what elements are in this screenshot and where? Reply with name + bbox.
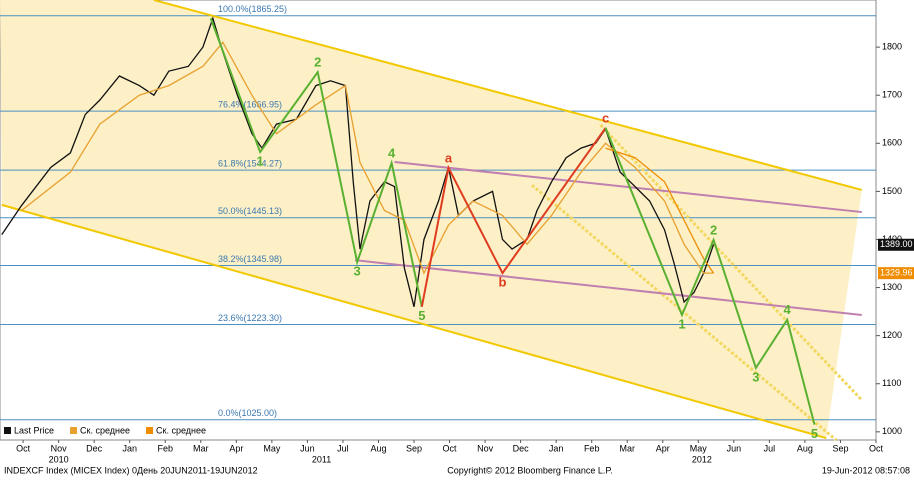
x-tick-label: Jul: [337, 443, 349, 453]
year-label: 2011: [312, 454, 331, 464]
footer-center: Copyright© 2012 Bloomberg Finance L.P.: [447, 465, 613, 475]
x-tick-label: Jul: [764, 443, 776, 453]
x-tick-label: Apr: [656, 443, 670, 453]
wave-label: 4: [784, 302, 792, 317]
price-tag-label: 1329.96: [880, 268, 913, 278]
footer-left: INDEXCF Index (MICEX Index) 0День 20JUN2…: [4, 465, 258, 475]
wave-label: b: [499, 275, 507, 290]
wave-label: a: [445, 150, 453, 165]
channel-line: [153, 0, 863, 191]
series-line: [1, 16, 715, 307]
x-tick-label: Oct: [16, 443, 31, 453]
fib-label: 61.8%(1544.27): [218, 158, 282, 168]
channel-line: [1, 203, 827, 440]
x-tick-label: Oct: [869, 443, 884, 453]
wave-label: 4: [388, 145, 396, 160]
x-tick-label: Dec: [513, 443, 530, 453]
channel-line: [599, 123, 863, 402]
x-tick-label: May: [263, 443, 281, 453]
channel-fill: [0, 0, 862, 439]
x-tick-label: Nov: [477, 443, 494, 453]
x-tick-label: May: [690, 443, 708, 453]
footer-right: 19-Jun-2012 08:57:08: [822, 465, 910, 475]
wave-label: 3: [752, 369, 759, 384]
y-tick-label: 1800: [882, 42, 902, 52]
y-tick-label: 1700: [882, 90, 902, 100]
price-tag-label: 1389.00: [880, 239, 913, 249]
x-tick-label: Apr: [229, 443, 243, 453]
wave-line: [420, 127, 607, 307]
wave-label: 3: [354, 264, 361, 279]
wave-label: 2: [314, 55, 321, 70]
legend-label: Ск. среднее: [80, 425, 130, 435]
x-tick-label: Sep: [406, 443, 422, 453]
x-tick-label: Feb: [584, 443, 600, 453]
y-tick-label: 1000: [882, 426, 902, 436]
x-tick-label: Mar: [193, 443, 209, 453]
fib-label: 100.0%(1865.25): [218, 4, 287, 14]
wave-line: [604, 127, 816, 425]
wave-line: [209, 17, 423, 308]
price-tag: [878, 238, 914, 251]
year-label: 2012: [692, 454, 712, 464]
fib-label: 50.0%(1445.13): [218, 206, 282, 216]
x-tick-label: Jan: [549, 443, 564, 453]
fib-label: 23.6%(1223.30): [218, 313, 282, 323]
wave-label: c: [602, 110, 609, 125]
legend-swatch: [4, 427, 11, 434]
x-tick-label: Sep: [832, 443, 848, 453]
wave-label: 5: [811, 426, 818, 441]
y-tick-label: 1500: [882, 186, 902, 196]
legend-swatch: [146, 427, 154, 434]
wave-label: 2: [710, 222, 717, 237]
y-tick-label: 1200: [882, 330, 902, 340]
x-tick-label: Jan: [122, 443, 137, 453]
fib-label: 76.4%(1666.95): [218, 99, 282, 109]
y-tick-label: 1300: [882, 282, 902, 292]
x-tick-label: Aug: [370, 443, 386, 453]
x-tick-label: Jun: [300, 443, 315, 453]
channel-line: [354, 259, 862, 316]
x-tick-label: Nov: [51, 443, 68, 453]
fib-label: 38.2%(1345.98): [218, 254, 282, 264]
y-tick-label: 1100: [882, 378, 901, 388]
channel-line: [531, 183, 838, 442]
legend-label: Ск. среднее: [156, 425, 206, 435]
x-tick-label: Feb: [157, 443, 173, 453]
legend-label: Last Price: [14, 425, 54, 435]
legend-swatch: [70, 427, 78, 434]
wave-label: 5: [418, 308, 425, 323]
x-tick-label: Oct: [443, 443, 458, 453]
year-label: 2010: [49, 454, 69, 464]
x-tick-label: Jun: [727, 443, 742, 453]
channel-line: [394, 161, 862, 214]
x-tick-label: Mar: [619, 443, 635, 453]
y-tick-label: 1600: [882, 138, 902, 148]
fib-label: 0.0%(1025.00): [218, 408, 277, 418]
wave-label: 1: [257, 153, 264, 168]
wave-label: 1: [678, 316, 685, 331]
price-tag: [878, 267, 914, 280]
x-tick-label: Dec: [86, 443, 103, 453]
x-tick-label: Aug: [797, 443, 813, 453]
